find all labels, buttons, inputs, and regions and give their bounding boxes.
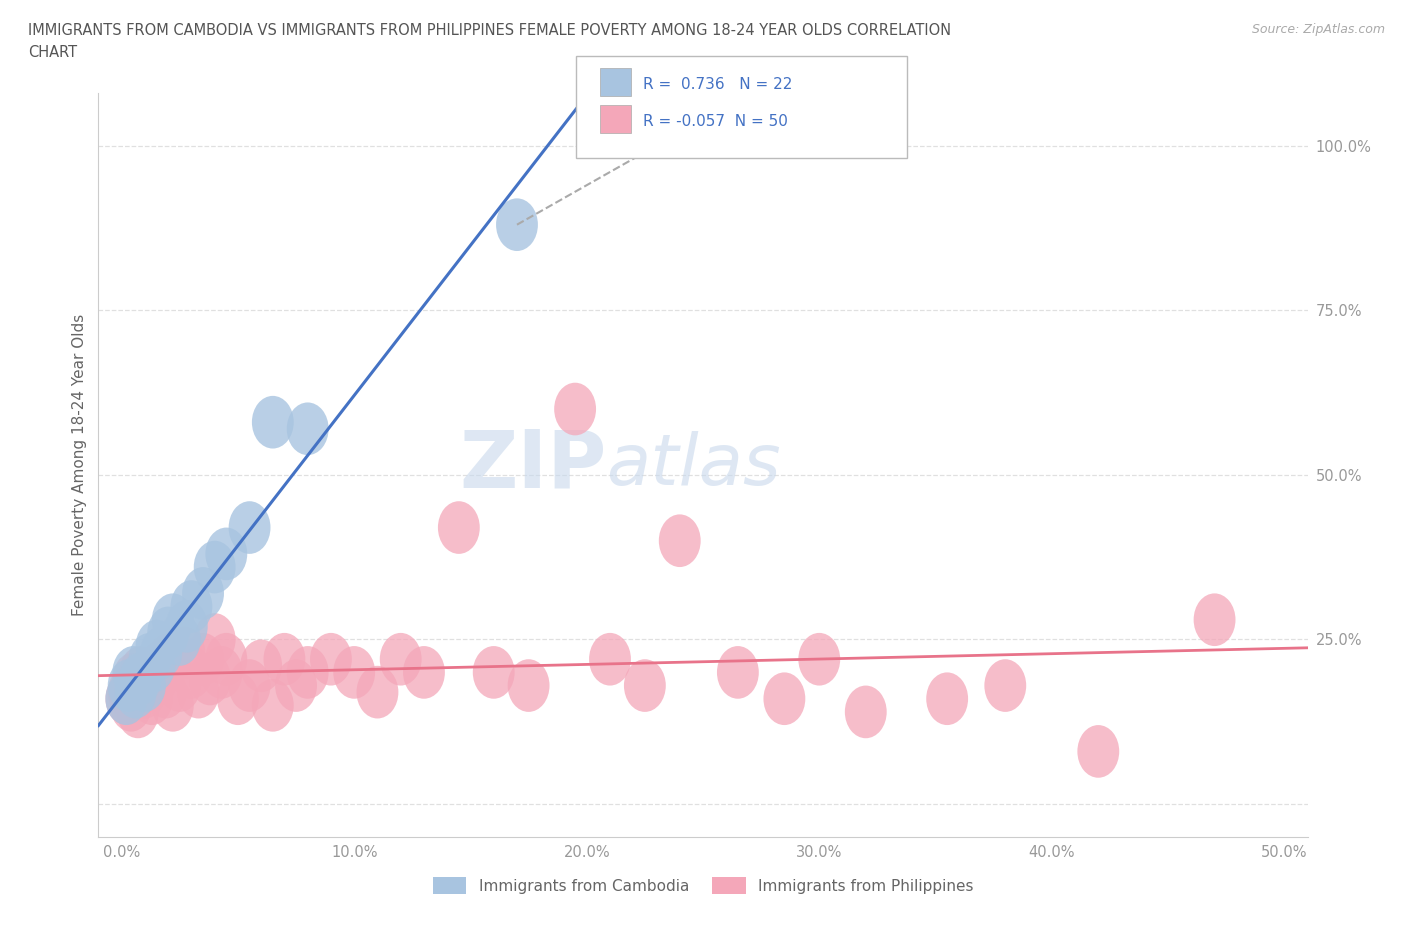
Ellipse shape <box>659 514 700 567</box>
Ellipse shape <box>1077 725 1119 777</box>
Ellipse shape <box>205 527 247 580</box>
Legend: Immigrants from Cambodia, Immigrants from Philippines: Immigrants from Cambodia, Immigrants fro… <box>426 871 980 900</box>
Ellipse shape <box>201 646 243 698</box>
Ellipse shape <box>276 659 316 711</box>
Ellipse shape <box>229 659 270 711</box>
Ellipse shape <box>127 659 169 711</box>
Ellipse shape <box>194 613 236 666</box>
Ellipse shape <box>287 403 329 455</box>
Ellipse shape <box>1194 593 1236 646</box>
Ellipse shape <box>152 593 194 646</box>
Ellipse shape <box>120 653 162 705</box>
Text: IMMIGRANTS FROM CAMBODIA VS IMMIGRANTS FROM PHILIPPINES FEMALE POVERTY AMONG 18-: IMMIGRANTS FROM CAMBODIA VS IMMIGRANTS F… <box>28 23 952 38</box>
Text: atlas: atlas <box>606 431 780 499</box>
Ellipse shape <box>437 501 479 554</box>
Ellipse shape <box>496 198 538 251</box>
Ellipse shape <box>205 633 247 685</box>
Ellipse shape <box>240 640 283 692</box>
Ellipse shape <box>159 613 201 666</box>
Y-axis label: Female Poverty Among 18-24 Year Olds: Female Poverty Among 18-24 Year Olds <box>72 314 87 617</box>
Ellipse shape <box>141 640 183 692</box>
Ellipse shape <box>124 659 166 711</box>
Ellipse shape <box>624 659 666 711</box>
Ellipse shape <box>357 666 398 719</box>
Ellipse shape <box>183 633 224 685</box>
Ellipse shape <box>190 653 231 705</box>
Ellipse shape <box>108 659 149 711</box>
Ellipse shape <box>287 646 329 698</box>
Ellipse shape <box>112 653 155 705</box>
Ellipse shape <box>159 659 201 711</box>
Ellipse shape <box>129 633 170 685</box>
Ellipse shape <box>131 672 173 725</box>
Ellipse shape <box>177 666 219 719</box>
Ellipse shape <box>508 659 550 711</box>
Ellipse shape <box>166 600 208 653</box>
Ellipse shape <box>984 659 1026 711</box>
Text: R = -0.057  N = 50: R = -0.057 N = 50 <box>643 114 787 129</box>
Ellipse shape <box>135 653 177 705</box>
Ellipse shape <box>148 606 190 659</box>
Ellipse shape <box>799 633 841 685</box>
Text: ZIP: ZIP <box>458 426 606 504</box>
Text: R =  0.736   N = 22: R = 0.736 N = 22 <box>643 77 792 92</box>
Ellipse shape <box>311 633 352 685</box>
Ellipse shape <box>589 633 631 685</box>
Ellipse shape <box>108 666 149 719</box>
Ellipse shape <box>115 666 156 719</box>
Ellipse shape <box>124 666 166 719</box>
Ellipse shape <box>135 619 177 672</box>
Ellipse shape <box>170 646 212 698</box>
Ellipse shape <box>141 626 183 679</box>
Ellipse shape <box>717 646 759 698</box>
Ellipse shape <box>117 685 159 738</box>
Ellipse shape <box>927 672 969 725</box>
Ellipse shape <box>554 383 596 435</box>
Ellipse shape <box>252 396 294 448</box>
Ellipse shape <box>105 672 148 725</box>
Ellipse shape <box>145 666 187 719</box>
Ellipse shape <box>183 567 224 619</box>
Ellipse shape <box>333 646 375 698</box>
Text: Source: ZipAtlas.com: Source: ZipAtlas.com <box>1251 23 1385 36</box>
Ellipse shape <box>229 501 270 554</box>
Ellipse shape <box>170 580 212 633</box>
Text: CHART: CHART <box>28 45 77 60</box>
Ellipse shape <box>105 672 148 725</box>
Ellipse shape <box>163 626 205 679</box>
Ellipse shape <box>845 685 887 738</box>
Ellipse shape <box>134 640 176 692</box>
Ellipse shape <box>110 679 152 732</box>
Ellipse shape <box>472 646 515 698</box>
Ellipse shape <box>148 633 190 685</box>
Ellipse shape <box>152 679 194 732</box>
Ellipse shape <box>112 646 155 698</box>
Ellipse shape <box>380 633 422 685</box>
Ellipse shape <box>217 672 259 725</box>
Ellipse shape <box>194 540 236 593</box>
Ellipse shape <box>763 672 806 725</box>
Ellipse shape <box>263 633 305 685</box>
Ellipse shape <box>252 679 294 732</box>
Ellipse shape <box>120 646 162 698</box>
Ellipse shape <box>404 646 444 698</box>
